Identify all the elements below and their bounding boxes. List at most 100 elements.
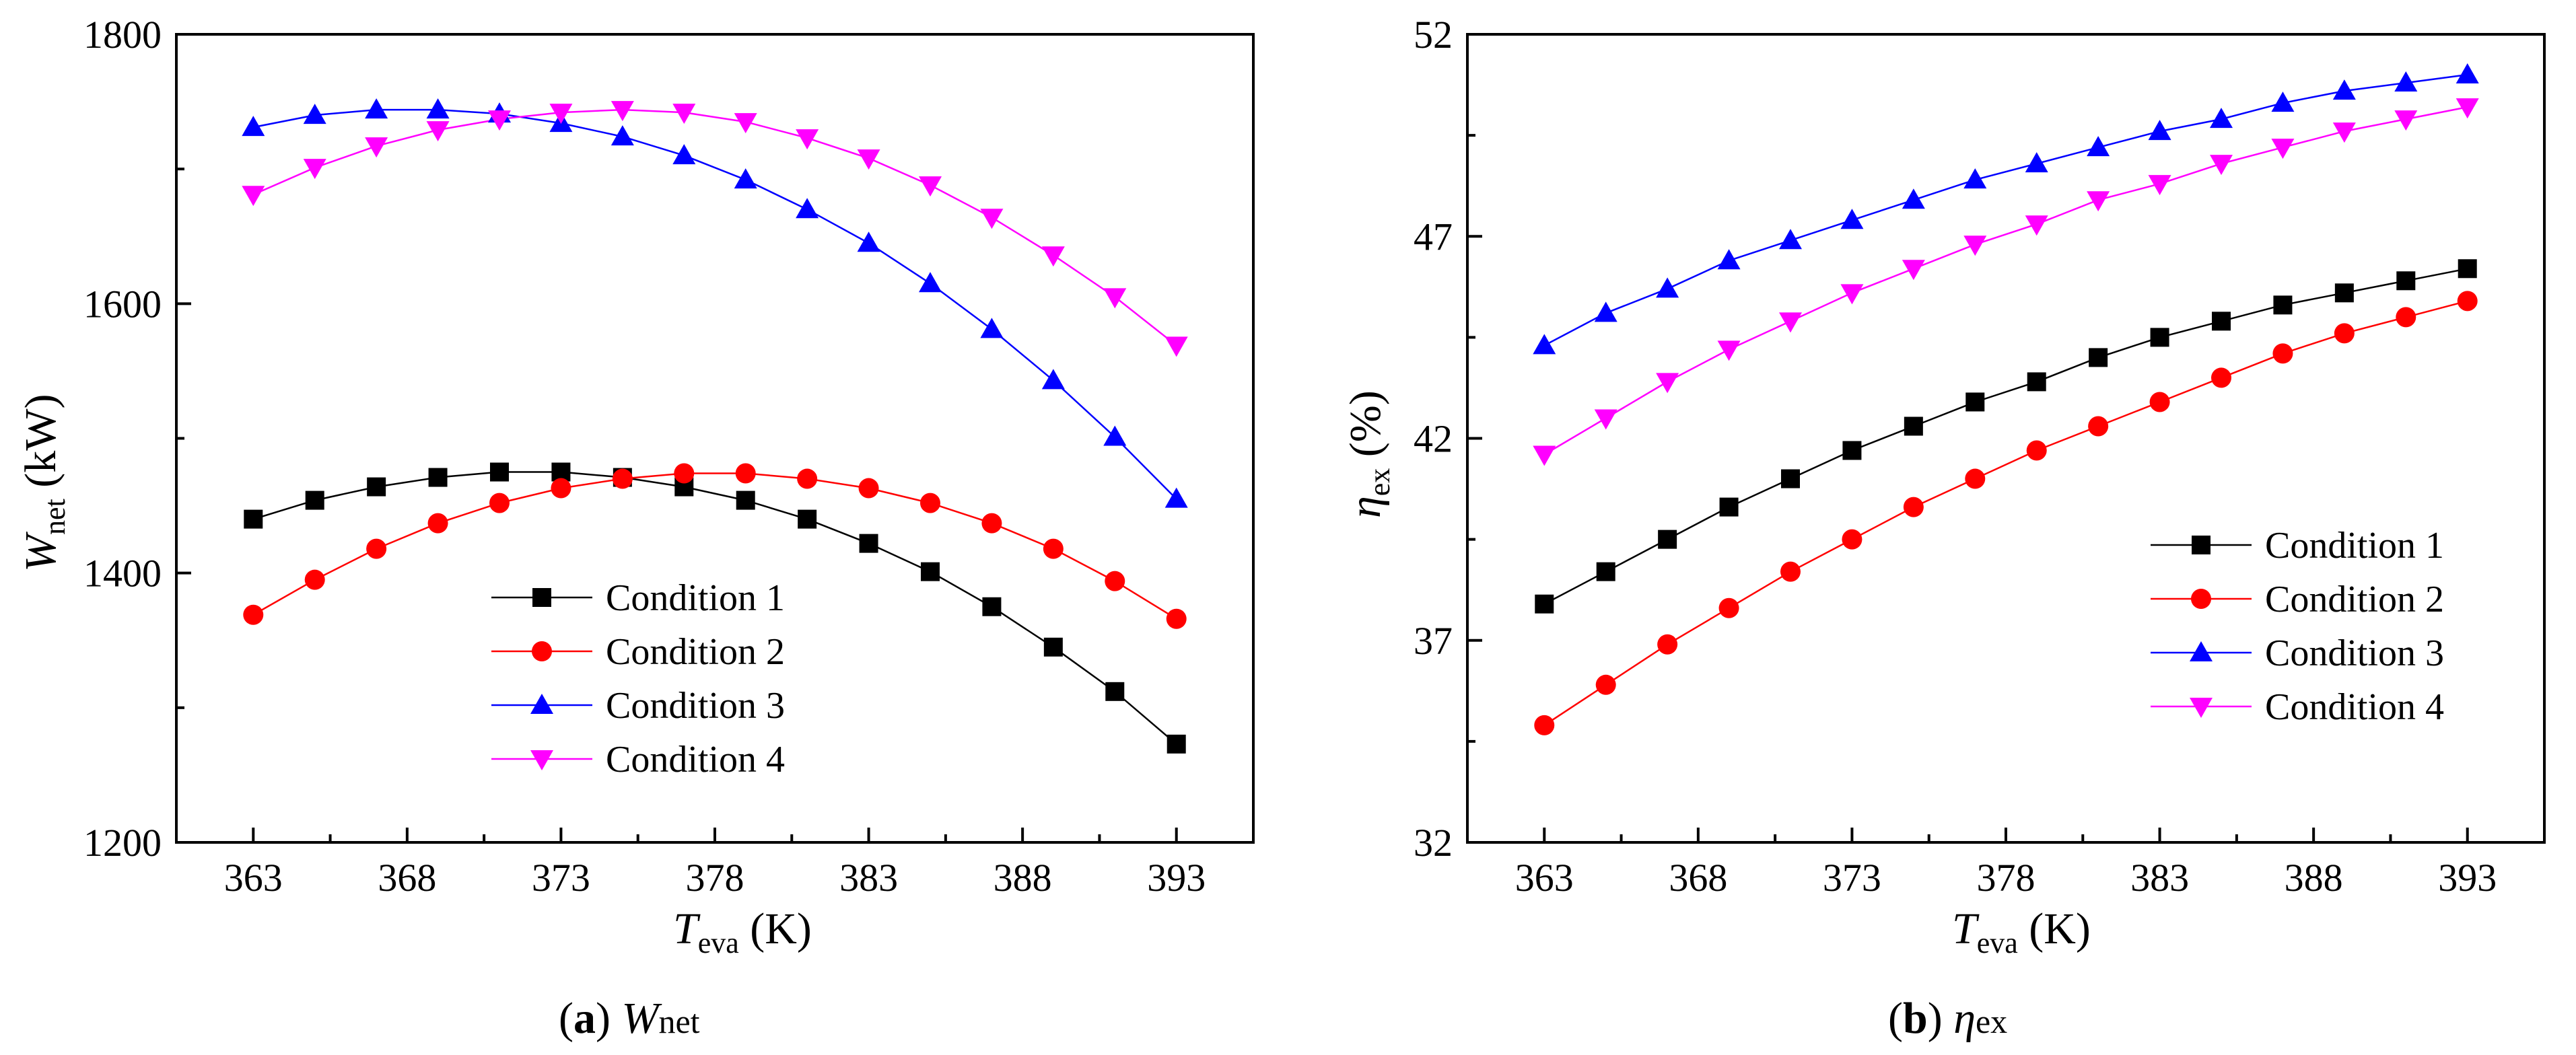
series-line-condition-2 [252,472,1177,620]
data-point-condition-3 [2456,63,2479,84]
data-point-condition-1 [1167,734,1186,754]
data-point-condition-2 [1043,538,1064,559]
x-tick-label: 368 [1669,856,1727,900]
data-point-condition-4 [1164,336,1188,357]
data-point-condition-2 [2149,392,2170,412]
data-point-condition-1 [2396,271,2416,291]
legend-swatch-marker [530,750,553,770]
data-point-condition-4 [672,104,696,124]
data-point-condition-1 [982,597,1002,616]
data-point-condition-1 [1842,441,1862,460]
data-point-condition-3 [2087,136,2110,157]
x-tick-label: 363 [1515,856,1574,900]
legend-a: Condition 1 Condition 2 Condition 3 Conditi… [491,577,785,780]
data-point-condition-2 [2334,323,2355,344]
data-point-condition-3 [2148,120,2171,141]
data-point-condition-3 [796,198,819,219]
legend-label: Condition 4 [2265,686,2444,728]
x-axis-title-b: Teva (K) [1952,904,2091,959]
data-point-condition-4 [1840,284,1864,305]
data-point-condition-2 [1780,561,1801,582]
x-axis-title-a: Teva (K) [673,904,812,959]
legend-swatch-marker [530,694,553,714]
legend-swatch-marker [2190,641,2213,661]
data-point-condition-4 [1533,445,1556,466]
data-point-condition-1 [736,490,755,510]
series-line-condition-1 [1543,268,2468,605]
y-tick-label: 1400 [83,552,162,595]
data-point-condition-3 [365,98,388,119]
legend-label: Condition 3 [2265,632,2444,674]
legend-entry-condition-1: Condition 1 [2151,525,2444,567]
x-tick-label: 393 [2438,856,2497,900]
data-point-condition-2 [1595,674,1616,695]
data-point-condition-2 [2457,291,2478,312]
data-point-condition-2 [2272,343,2293,364]
legend-entry-condition-4: Condition 4 [491,739,785,780]
data-point-condition-3 [734,168,757,189]
data-point-condition-3 [1533,334,1556,355]
data-point-condition-1 [798,509,817,529]
data-point-condition-4 [734,113,757,134]
legend-b: Condition 1 Condition 2 Condition 3 Conditi… [2151,525,2444,728]
data-point-condition-2 [674,463,695,484]
data-point-condition-2 [551,478,571,499]
series-lines-a [252,108,1177,745]
data-point-condition-3 [2025,152,2048,173]
legend-entry-condition-1: Condition 1 [491,577,785,619]
data-point-condition-1 [1719,497,1739,517]
y-tick-label: 52 [1414,13,1453,57]
data-point-condition-1 [2212,312,2231,331]
legend-label: Condition 1 [606,577,785,619]
data-point-condition-4 [611,101,634,122]
data-point-condition-3 [1963,168,1987,189]
data-point-condition-2 [858,478,879,499]
data-point-condition-3 [1779,229,1802,250]
legend-label: Condition 3 [606,685,785,727]
x-tick-label: 393 [1147,856,1206,900]
data-point-condition-3 [672,144,696,165]
data-point-condition-3 [1656,277,1679,298]
legend-label: Condition 1 [2265,525,2444,567]
data-point-condition-1 [367,477,386,497]
data-point-condition-1 [2089,348,2108,367]
x-tick-label: 373 [532,856,590,900]
data-point-condition-4 [2025,215,2048,236]
data-point-condition-2 [1903,497,1924,517]
data-point-condition-2 [1965,468,1986,489]
data-point-condition-3 [857,231,880,252]
y-tick-label: 47 [1414,215,1453,258]
x-tick-label: 373 [1823,856,1881,900]
data-point-condition-3 [426,98,450,119]
data-point-condition-4 [1963,235,1987,256]
x-tick-label: 388 [2285,856,2343,900]
data-point-condition-3 [919,272,942,293]
data-point-condition-1 [859,534,878,553]
x-tick-label: 383 [2130,856,2189,900]
data-point-condition-4 [2271,139,2295,159]
x-tick-label: 363 [224,856,283,900]
data-point-condition-4 [365,137,388,158]
legend-swatch-marker [2191,589,2211,609]
data-point-condition-2 [366,538,387,559]
data-point-condition-4 [1779,312,1802,333]
axis-ticks-a: 363 368 373 378 383 388 393 1200 1400 1600 1800 [83,13,1206,900]
data-point-condition-4 [919,176,942,197]
data-point-condition-4 [303,159,326,180]
data-point-condition-1 [1535,594,1554,614]
data-point-condition-2 [612,468,633,489]
legend-label: Condition 4 [606,739,785,780]
data-point-condition-2 [735,463,756,484]
y-tick-label: 1800 [83,13,162,57]
plot-area-a: 363 368 373 378 383 388 393 1200 1400 1600 1800 Co… [83,13,1255,900]
data-point-condition-2 [1842,529,1863,550]
data-point-condition-1 [2150,328,2169,347]
data-point-condition-1 [1658,530,1677,549]
data-point-condition-4 [2148,175,2171,196]
axis-ticks-b: 363 368 373 378 383 388 393 32 37 42 47 52 [1414,13,2497,900]
data-point-condition-2 [489,493,510,513]
data-point-condition-1 [2027,372,2046,392]
data-point-condition-3 [1902,188,1925,209]
data-point-condition-2 [1657,634,1678,655]
